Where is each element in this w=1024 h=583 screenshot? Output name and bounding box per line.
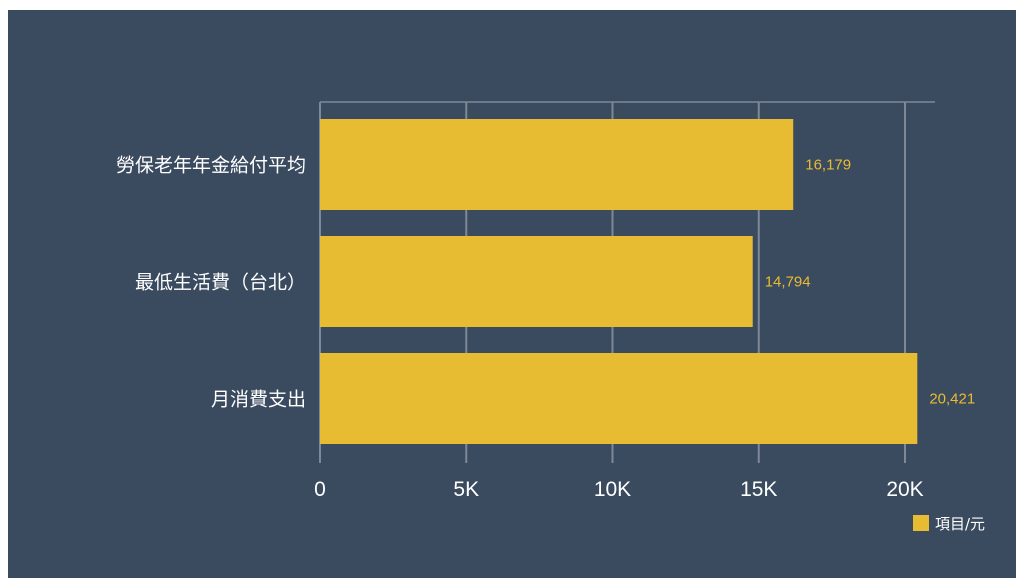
x-tick-label: 5K: [453, 478, 479, 501]
x-tick-label: 15K: [740, 478, 777, 501]
category-label: 月消費支出: [211, 389, 306, 411]
bar[interactable]: [320, 119, 794, 210]
bar[interactable]: [320, 353, 918, 444]
category-label: 最低生活費（台北）: [135, 272, 306, 294]
bar-chart: 0 5K 10K 15K 20K 勞保老年年金給付平均 16,179 最低生活費（台北） 14,…: [116, 101, 985, 533]
legend-swatch: [913, 515, 929, 531]
chart-container: 0 5K 10K 15K 20K 勞保老年年金給付平均 16,179 最低生活費（台北） 14,…: [8, 10, 1016, 578]
category-label: 勞保老年年金給付平均: [116, 155, 306, 177]
data-label: 16,179: [805, 157, 851, 174]
x-tick-label: 10K: [594, 478, 631, 501]
legend-label: 項目/元: [935, 515, 985, 533]
data-label: 14,794: [765, 274, 811, 291]
data-label: 20,421: [929, 391, 975, 408]
x-tick-label: 0: [314, 478, 326, 501]
bar[interactable]: [320, 236, 753, 327]
x-tick-label: 20K: [886, 478, 923, 501]
